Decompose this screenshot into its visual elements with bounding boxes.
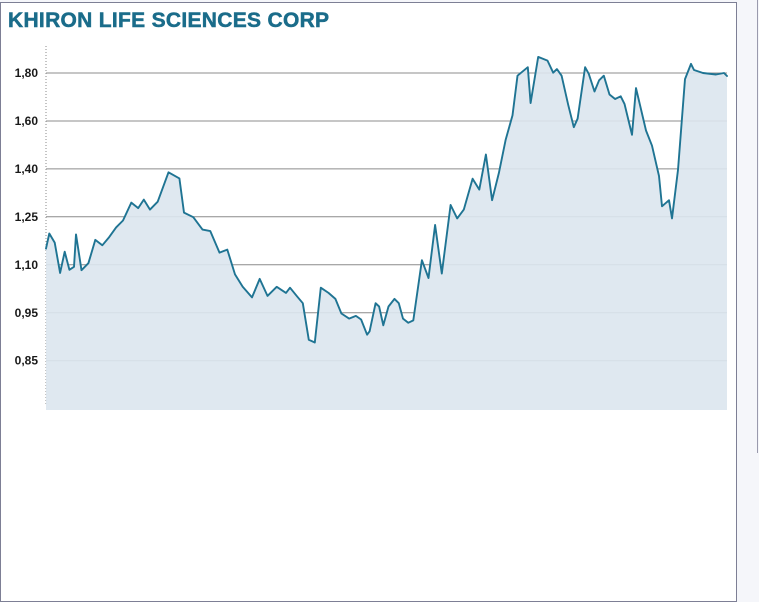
svg-text:1,80: 1,80: [15, 66, 39, 80]
svg-text:1,10: 1,10: [15, 258, 39, 272]
svg-text:1,25: 1,25: [15, 210, 39, 224]
svg-text:1,40: 1,40: [15, 162, 39, 176]
svg-text:0,85: 0,85: [15, 354, 39, 368]
svg-text:0,95: 0,95: [15, 306, 39, 320]
svg-text:1,60: 1,60: [15, 114, 39, 128]
